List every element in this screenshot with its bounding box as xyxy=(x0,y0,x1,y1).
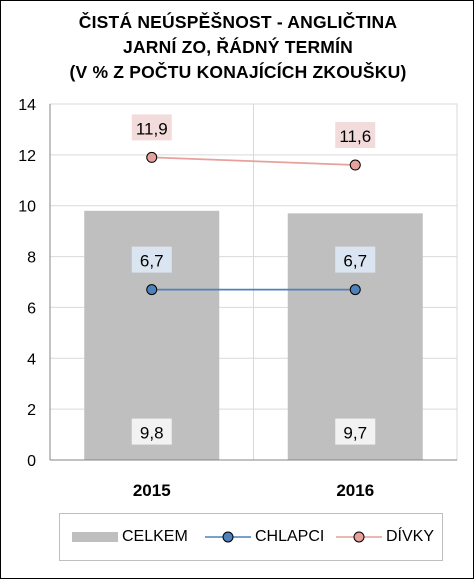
data-label-chlapci: 6,7 xyxy=(140,252,164,271)
data-label-divky: 11,9 xyxy=(136,119,168,138)
data-label-bg xyxy=(335,122,376,149)
legend-swatch-celkem xyxy=(72,532,118,542)
y-tick-label: 4 xyxy=(27,351,36,368)
series-line-divky xyxy=(151,156,356,166)
y-tick-label: 2 xyxy=(27,402,36,419)
data-label-bg xyxy=(335,418,376,445)
y-tick-label: 0 xyxy=(27,453,36,470)
data-label-celkem: 9,7 xyxy=(343,424,367,443)
data-label-bg xyxy=(131,418,172,445)
chart-legend: CELKEM CHLAPCI DÍVKY xyxy=(59,513,443,561)
marker-divky xyxy=(349,159,361,171)
y-tick-label: 8 xyxy=(27,250,36,267)
chart-title-line-1: ČISTÁ NEÚSPĚŠNOST - ANGLIČTINA xyxy=(78,12,398,32)
y-tick-label: 10 xyxy=(18,199,36,216)
legend-item-divky: DÍVKY xyxy=(336,514,434,560)
marker-chlapci xyxy=(146,284,158,296)
legend-label-chlapci: CHLAPCI xyxy=(255,528,325,545)
y-tick-label: 12 xyxy=(18,148,36,165)
legend-item-chlapci: CHLAPCI xyxy=(205,514,324,560)
data-label-bg xyxy=(335,246,376,273)
data-label-divky: 11,6 xyxy=(339,127,371,146)
data-label-bg xyxy=(131,114,172,141)
y-tick-label: 6 xyxy=(27,300,36,317)
marker-divky xyxy=(146,151,158,163)
legend-swatch-chlapci xyxy=(205,531,251,543)
legend-label-divky: DÍVKY xyxy=(386,528,435,545)
marker-chlapci xyxy=(349,284,361,296)
legend-item-celkem: CELKEM xyxy=(72,514,188,560)
legend-swatch-divky xyxy=(336,531,382,543)
legend-label-celkem: CELKEM xyxy=(122,528,188,545)
data-label-celkem: 9,8 xyxy=(140,424,164,443)
chart-title-line-3: (V % Z POČTU KONAJÍCÍCH ZKOUŠKU) xyxy=(69,62,407,82)
data-label-bg xyxy=(131,246,172,273)
chart-title-line-2: JARNÍ ZO, ŘÁDNÝ TERMÍN xyxy=(123,37,353,57)
y-tick-label: 14 xyxy=(18,97,36,114)
x-tick-label: 2015 xyxy=(133,481,171,500)
x-tick-label: 2016 xyxy=(336,481,374,500)
data-label-chlapci: 6,7 xyxy=(343,252,367,271)
